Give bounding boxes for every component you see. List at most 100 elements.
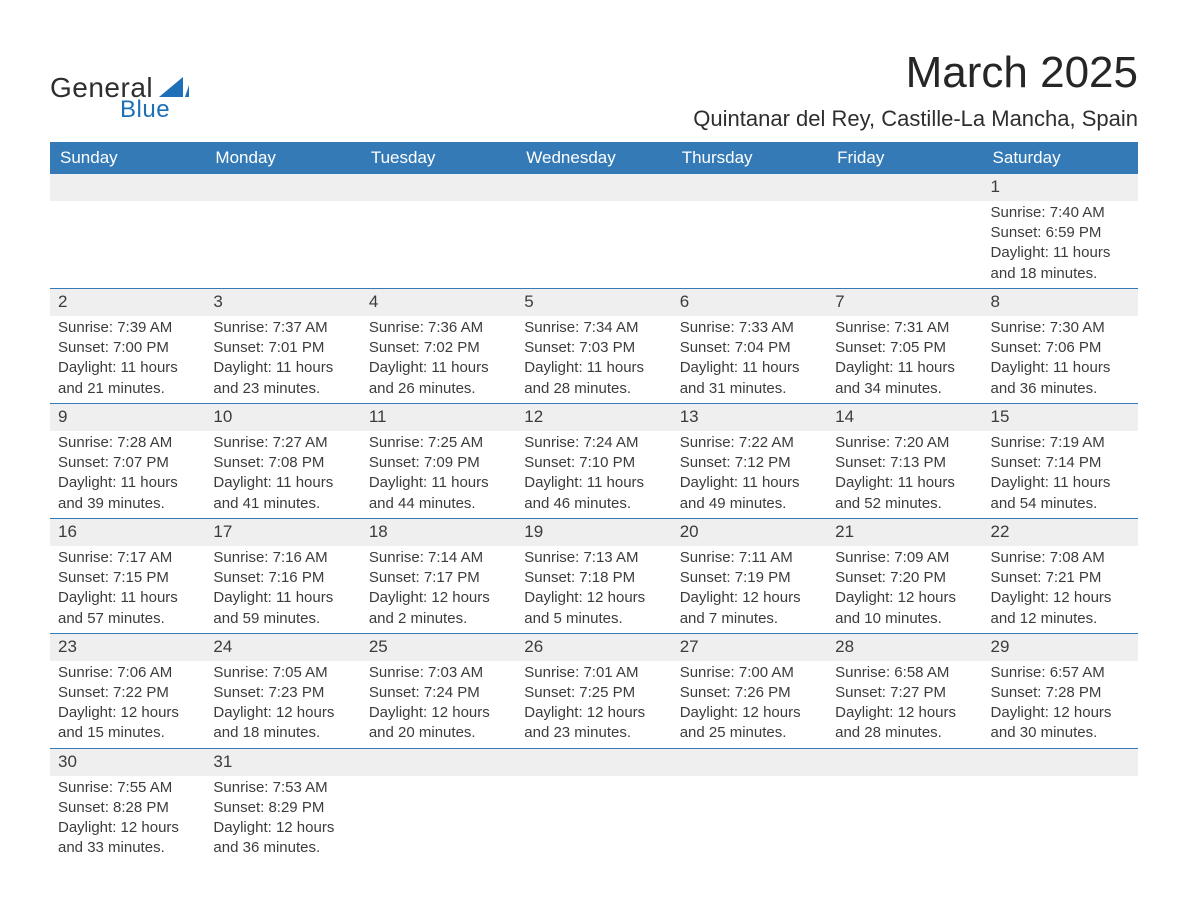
day-ss: Sunset: 7:08 PM	[213, 453, 352, 473]
empty-cell	[827, 776, 982, 863]
day-dl2: and 52 minutes.	[835, 494, 974, 514]
day-info-cell: Sunrise: 7:33 AMSunset: 7:04 PMDaylight:…	[672, 316, 827, 403]
day-ss: Sunset: 7:21 PM	[991, 568, 1130, 588]
day-info: Sunrise: 7:30 AMSunset: 7:06 PMDaylight:…	[983, 316, 1138, 403]
day-ss: Sunset: 7:27 PM	[835, 683, 974, 703]
day-number-cell: 21	[827, 519, 982, 546]
day-ss: Sunset: 7:05 PM	[835, 338, 974, 358]
empty-cell	[50, 174, 205, 201]
empty-cell	[516, 749, 671, 776]
day-info-cell: Sunrise: 7:01 AMSunset: 7:25 PMDaylight:…	[516, 661, 671, 748]
day-number	[516, 174, 671, 201]
day-number-cell: 29	[983, 634, 1138, 661]
day-dl1: Daylight: 11 hours	[835, 358, 974, 378]
day-header: Friday	[827, 142, 982, 174]
day-number-cell: 6	[672, 289, 827, 316]
day-dl2: and 2 minutes.	[369, 609, 508, 629]
day-info: Sunrise: 7:31 AMSunset: 7:05 PMDaylight:…	[827, 316, 982, 403]
day-number: 12	[516, 404, 671, 431]
day-dl2: and 18 minutes.	[991, 264, 1130, 284]
day-number: 2	[50, 289, 205, 316]
day-sr: Sunrise: 7:19 AM	[991, 433, 1130, 453]
day-info: Sunrise: 7:34 AMSunset: 7:03 PMDaylight:…	[516, 316, 671, 403]
day-number: 14	[827, 404, 982, 431]
day-dl1: Daylight: 11 hours	[213, 358, 352, 378]
day-dl2: and 36 minutes.	[991, 379, 1130, 399]
day-info-cell: Sunrise: 7:55 AMSunset: 8:28 PMDaylight:…	[50, 776, 205, 863]
day-dl1: Daylight: 11 hours	[991, 473, 1130, 493]
day-info: Sunrise: 7:33 AMSunset: 7:04 PMDaylight:…	[672, 316, 827, 403]
day-number: 29	[983, 634, 1138, 661]
day-ss: Sunset: 7:01 PM	[213, 338, 352, 358]
day-number: 25	[361, 634, 516, 661]
day-sr: Sunrise: 7:39 AM	[58, 318, 197, 338]
day-dl1: Daylight: 11 hours	[991, 243, 1130, 263]
day-ss: Sunset: 7:10 PM	[524, 453, 663, 473]
day-number-cell: 27	[672, 634, 827, 661]
empty-cell	[361, 201, 516, 288]
day-info-cell: Sunrise: 7:03 AMSunset: 7:24 PMDaylight:…	[361, 661, 516, 748]
day-info-cell: Sunrise: 7:20 AMSunset: 7:13 PMDaylight:…	[827, 431, 982, 518]
empty-cell	[361, 749, 516, 776]
day-dl2: and 28 minutes.	[835, 723, 974, 743]
day-info-cell: Sunrise: 6:58 AMSunset: 7:27 PMDaylight:…	[827, 661, 982, 748]
day-info: Sunrise: 7:01 AMSunset: 7:25 PMDaylight:…	[516, 661, 671, 748]
day-dl1: Daylight: 12 hours	[991, 703, 1130, 723]
calendar-header-row: SundayMondayTuesdayWednesdayThursdayFrid…	[50, 142, 1138, 174]
day-ss: Sunset: 7:25 PM	[524, 683, 663, 703]
day-number	[361, 174, 516, 201]
day-sr: Sunrise: 7:06 AM	[58, 663, 197, 683]
day-sr: Sunrise: 7:24 AM	[524, 433, 663, 453]
day-number: 8	[983, 289, 1138, 316]
week-daynum-row: 3031	[50, 748, 1138, 776]
day-info-cell: Sunrise: 7:34 AMSunset: 7:03 PMDaylight:…	[516, 316, 671, 403]
empty-cell	[983, 749, 1138, 776]
day-info-cell: Sunrise: 7:24 AMSunset: 7:10 PMDaylight:…	[516, 431, 671, 518]
day-ss: Sunset: 7:24 PM	[369, 683, 508, 703]
day-number: 16	[50, 519, 205, 546]
day-info-cell: Sunrise: 7:08 AMSunset: 7:21 PMDaylight:…	[983, 546, 1138, 633]
calendar-page: General Blue March 2025 Quintanar del Re…	[0, 0, 1188, 903]
day-sr: Sunrise: 7:55 AM	[58, 778, 197, 798]
day-number: 21	[827, 519, 982, 546]
day-dl2: and 25 minutes.	[680, 723, 819, 743]
calendar: SundayMondayTuesdayWednesdayThursdayFrid…	[50, 142, 1138, 863]
day-number: 13	[672, 404, 827, 431]
day-number: 15	[983, 404, 1138, 431]
day-header: Saturday	[983, 142, 1138, 174]
day-sr: Sunrise: 7:09 AM	[835, 548, 974, 568]
day-number-cell: 3	[205, 289, 360, 316]
week-info-row: Sunrise: 7:06 AMSunset: 7:22 PM Daylight:…	[50, 661, 1138, 748]
day-info: Sunrise: 7:36 AMSunset: 7:02 PMDaylight:…	[361, 316, 516, 403]
day-info: Sunrise: 7:27 AMSunset: 7:08 PMDaylight:…	[205, 431, 360, 518]
day-sr: Sunrise: 7:33 AM	[680, 318, 819, 338]
day-sr: Sunrise: 6:58 AM	[835, 663, 974, 683]
day-dl1: Daylight: 12 hours	[213, 818, 352, 838]
day-number-cell: 1	[983, 174, 1138, 201]
day-dl2: and 28 minutes.	[524, 379, 663, 399]
day-number: 23	[50, 634, 205, 661]
day-dl2: and 39 minutes.	[58, 494, 197, 514]
day-dl1: Daylight: 11 hours	[369, 473, 508, 493]
empty-cell	[672, 201, 827, 288]
empty-cell	[205, 174, 360, 201]
day-number-cell: 9	[50, 404, 205, 431]
day-number-cell: 23	[50, 634, 205, 661]
day-dl2: and 31 minutes.	[680, 379, 819, 399]
day-info-cell: Sunrise: 7:05 AMSunset: 7:23 PMDaylight:…	[205, 661, 360, 748]
day-sr: Sunrise: 7:37 AM	[213, 318, 352, 338]
day-dl1: Daylight: 12 hours	[369, 588, 508, 608]
day-number: 24	[205, 634, 360, 661]
day-number: 27	[672, 634, 827, 661]
day-info: Sunrise: 7:13 AMSunset: 7:18 PMDaylight:…	[516, 546, 671, 633]
day-number	[672, 749, 827, 776]
day-dl1: Daylight: 12 hours	[835, 703, 974, 723]
day-number	[827, 174, 982, 201]
day-number: 10	[205, 404, 360, 431]
day-number: 7	[827, 289, 982, 316]
day-info-cell: Sunrise: 7:13 AMSunset: 7:18 PMDaylight:…	[516, 546, 671, 633]
day-number-cell: 28	[827, 634, 982, 661]
day-info: Sunrise: 6:58 AMSunset: 7:27 PMDaylight:…	[827, 661, 982, 748]
day-ss: Sunset: 8:29 PM	[213, 798, 352, 818]
day-ss: Sunset: 7:22 PM	[58, 683, 197, 703]
